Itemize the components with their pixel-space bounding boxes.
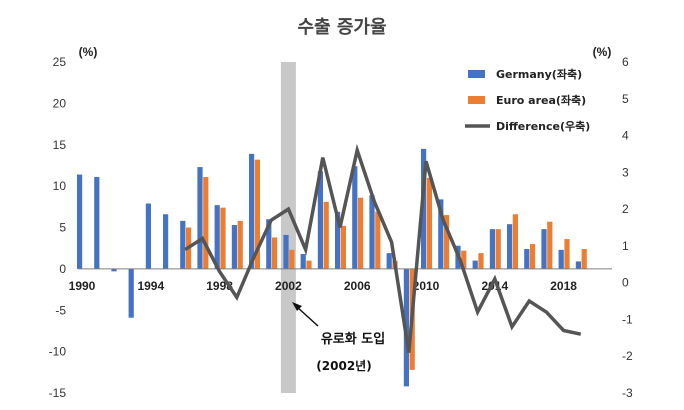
germany-bar-2016	[524, 249, 530, 269]
right-tick-label: 0	[622, 276, 629, 290]
x-tick-label: 1990	[69, 279, 96, 293]
right-tick-label: -1	[622, 312, 633, 326]
germany-bar-1991	[94, 177, 100, 269]
euro-area-bar-2012	[461, 250, 467, 269]
euro-area-bar-2015	[512, 214, 518, 269]
germany-bar-2003	[300, 253, 306, 269]
right-tick-label: 3	[622, 165, 629, 179]
euro-area-bar-1997	[203, 177, 209, 269]
legend-label: Germany(좌축)	[496, 67, 582, 81]
left-tick-label: 25	[53, 55, 67, 69]
left-tick-label: 5	[59, 221, 66, 235]
euro-area-bar-2005	[340, 225, 346, 269]
germany-bar-2004	[317, 171, 323, 269]
euro-area-bar-2010	[426, 177, 432, 269]
left-tick-label: 15	[53, 138, 67, 152]
euro-area-bar-1998	[220, 207, 226, 269]
germany-bar-1995	[163, 214, 169, 269]
germany-bar-2005	[335, 211, 341, 269]
germany-bar-2007	[369, 195, 375, 269]
euro-area-bar-2001	[272, 237, 278, 269]
x-tick-label: 2018	[550, 279, 577, 293]
left-tick-label: -15	[49, 386, 67, 400]
chart-title: 수출 증가율	[297, 17, 386, 38]
left-axis-unit: (%)	[79, 45, 98, 59]
germany-bar-2014	[489, 229, 495, 269]
germany-bar-1996	[180, 220, 186, 269]
germany-bar-2001	[266, 219, 272, 269]
right-tick-label: 6	[622, 55, 629, 69]
right-tick-label: -3	[622, 386, 633, 400]
left-tick-label: 10	[53, 179, 67, 193]
x-tick-label: 2002	[275, 279, 302, 293]
euro-area-bar-2007	[375, 211, 381, 269]
euro-area-bar-1999	[237, 220, 243, 269]
legend-swatch	[468, 96, 485, 104]
x-tick-label: 2010	[413, 279, 440, 293]
germany-bar-1994	[145, 203, 151, 269]
annotation-arrowhead	[292, 302, 302, 311]
right-tick-label: 2	[622, 202, 629, 216]
left-tick-label: -10	[49, 345, 67, 359]
legend-label: Euro area(좌축)	[496, 93, 586, 107]
x-tick-label: 1994	[137, 279, 164, 293]
left-tick-label: -5	[55, 303, 66, 317]
shaded-band-2002	[280, 62, 296, 393]
germany-bar-2010	[421, 148, 427, 269]
legend-label: Difference(우축)	[496, 119, 590, 133]
germany-bar-1998	[214, 205, 220, 269]
germany-bar-2006	[352, 166, 358, 269]
germany-bar-1999	[231, 225, 237, 269]
right-axis-unit: (%)	[593, 45, 612, 59]
euro-area-bar-2018	[564, 239, 570, 269]
right-tick-label: 5	[622, 92, 629, 106]
left-tick-label: 0	[59, 262, 66, 276]
annotation-text: 유로화 도입	[321, 331, 385, 347]
germany-bar-2002	[283, 234, 289, 269]
germany-bar-2011	[438, 199, 444, 269]
legend-swatch	[468, 70, 485, 78]
germany-bar-1993	[128, 268, 134, 318]
right-tick-label: 1	[622, 239, 629, 253]
euro-area-bar-2003	[306, 260, 312, 269]
euro-area-bar-2013	[478, 253, 484, 269]
euro-area-bar-2011	[444, 215, 450, 269]
x-tick-label: 2006	[344, 279, 371, 293]
right-tick-label: 4	[622, 129, 629, 143]
euro-area-bar-2006	[358, 197, 364, 269]
euro-area-bar-2002	[289, 249, 295, 269]
germany-bar-2000	[249, 153, 255, 269]
germany-bar-2019	[575, 261, 581, 269]
right-tick-label: -2	[622, 349, 633, 363]
left-tick-label: 20	[53, 96, 67, 110]
germany-bar-2017	[541, 229, 547, 269]
germany-bar-1997	[197, 167, 203, 269]
annotation-arrow-line	[296, 306, 319, 327]
germany-bar-2008	[386, 253, 392, 269]
difference-line	[184, 143, 582, 353]
euro-area-bar-2000	[254, 159, 260, 269]
euro-area-bar-2019	[581, 249, 587, 269]
euro-area-bar-2016	[530, 244, 536, 269]
annotation-subtext: (2002년)	[316, 359, 371, 373]
euro-area-bar-2014	[495, 229, 501, 269]
germany-bar-2015	[507, 224, 513, 269]
germany-bar-1992	[111, 268, 117, 272]
euro-area-bar-2017	[547, 221, 553, 269]
germany-bar-2013	[472, 260, 478, 269]
germany-bar-1990	[77, 174, 83, 269]
euro-area-bar-2004	[323, 201, 329, 269]
germany-bar-2018	[558, 249, 564, 269]
